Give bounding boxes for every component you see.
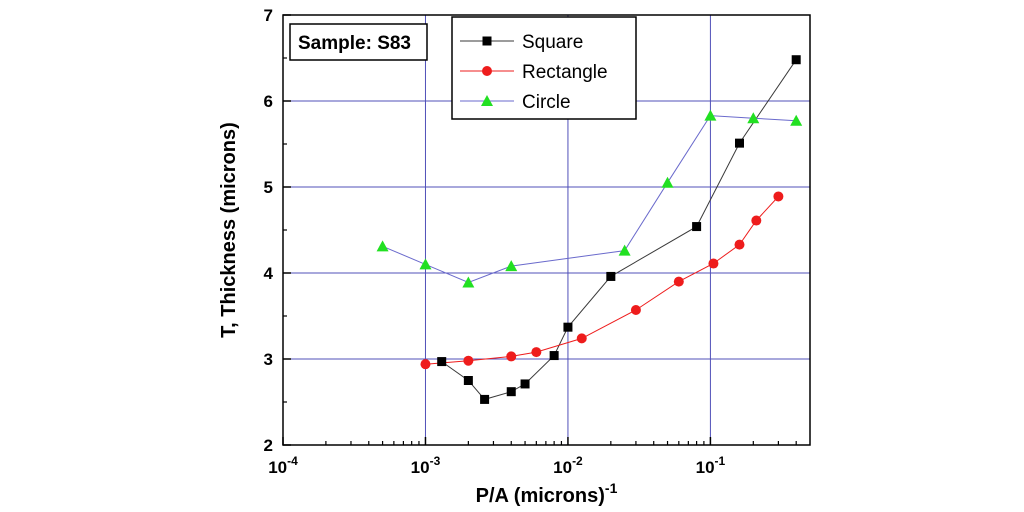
data-point-circle xyxy=(618,244,631,256)
data-point-square xyxy=(549,351,559,361)
x-axis-label-text: P/A (microns) xyxy=(476,485,605,507)
data-point-rectangle xyxy=(420,359,431,370)
x-tick-label: 10-3 xyxy=(411,454,441,477)
data-point-circle xyxy=(462,276,475,288)
legend-marker-square xyxy=(482,36,492,46)
data-point-rectangle xyxy=(673,276,684,287)
data-point-circle xyxy=(790,114,803,126)
x-axis-label-exponent: -1 xyxy=(605,480,618,496)
data-point-square xyxy=(506,387,516,397)
x-axis-label: P/A (microns)-1 xyxy=(476,480,618,507)
data-point-rectangle xyxy=(576,333,587,344)
x-tick-exponent: -2 xyxy=(572,454,583,468)
sample-box xyxy=(289,23,428,61)
series-line-rectangle xyxy=(425,196,779,365)
data-point-square xyxy=(791,55,801,65)
data-point-rectangle xyxy=(773,191,784,202)
data-point-circle xyxy=(704,109,717,121)
sample-annotation: Sample: S83 xyxy=(289,23,428,61)
data-point-rectangle xyxy=(506,351,517,362)
data-point-rectangle xyxy=(751,215,762,226)
legend-label-square: Square xyxy=(522,32,583,53)
data-markers xyxy=(376,55,803,404)
data-point-rectangle xyxy=(463,355,474,366)
legend-label-rectangle: Rectangle xyxy=(522,62,608,83)
legend-marker-rectangle xyxy=(482,66,492,76)
data-point-square xyxy=(480,394,490,404)
y-tick-label: 5 xyxy=(264,178,273,197)
x-tick-exponent: -4 xyxy=(287,454,298,468)
x-tick-exponent: -3 xyxy=(430,454,441,468)
data-point-square xyxy=(520,379,530,389)
data-point-square xyxy=(463,376,473,385)
y-tick-label: 2 xyxy=(264,436,273,455)
x-tick-label: 10-2 xyxy=(553,454,583,477)
data-point-circle xyxy=(505,260,518,272)
series-line-circle xyxy=(382,115,797,284)
sample-label: Sample: S83 xyxy=(298,33,411,54)
x-tick-label: 10-4 xyxy=(268,454,298,477)
data-point-circle xyxy=(376,240,389,252)
x-tick-base: 10 xyxy=(553,458,572,477)
legend-label-circle: Circle xyxy=(522,92,571,113)
data-point-rectangle xyxy=(531,347,542,358)
data-point-square xyxy=(606,271,616,281)
data-point-circle xyxy=(419,258,432,270)
y-axis-label: T, Thickness (microns) xyxy=(218,122,240,338)
x-tick-base: 10 xyxy=(411,458,430,477)
data-point-circle xyxy=(747,112,760,124)
y-tick-label: 7 xyxy=(264,6,273,25)
x-tick-label: 10-1 xyxy=(696,454,726,477)
data-point-square xyxy=(437,357,447,367)
legend: Square Rectangle Circle xyxy=(451,16,637,120)
x-tick-exponent: -1 xyxy=(715,454,726,468)
data-point-rectangle xyxy=(734,239,745,250)
legend-marker-circle xyxy=(481,95,493,106)
x-tick-base: 10 xyxy=(268,458,287,477)
legend-box xyxy=(451,16,637,120)
data-point-square xyxy=(563,322,573,332)
data-point-rectangle xyxy=(630,304,641,315)
data-point-square xyxy=(692,222,702,232)
y-tick-label: 6 xyxy=(264,92,273,111)
data-point-rectangle xyxy=(708,258,719,269)
y-tick-label: 3 xyxy=(264,350,273,369)
data-point-square xyxy=(734,138,744,148)
data-point-circle xyxy=(661,176,674,188)
y-tick-label: 4 xyxy=(264,264,274,283)
x-tick-base: 10 xyxy=(696,458,715,477)
